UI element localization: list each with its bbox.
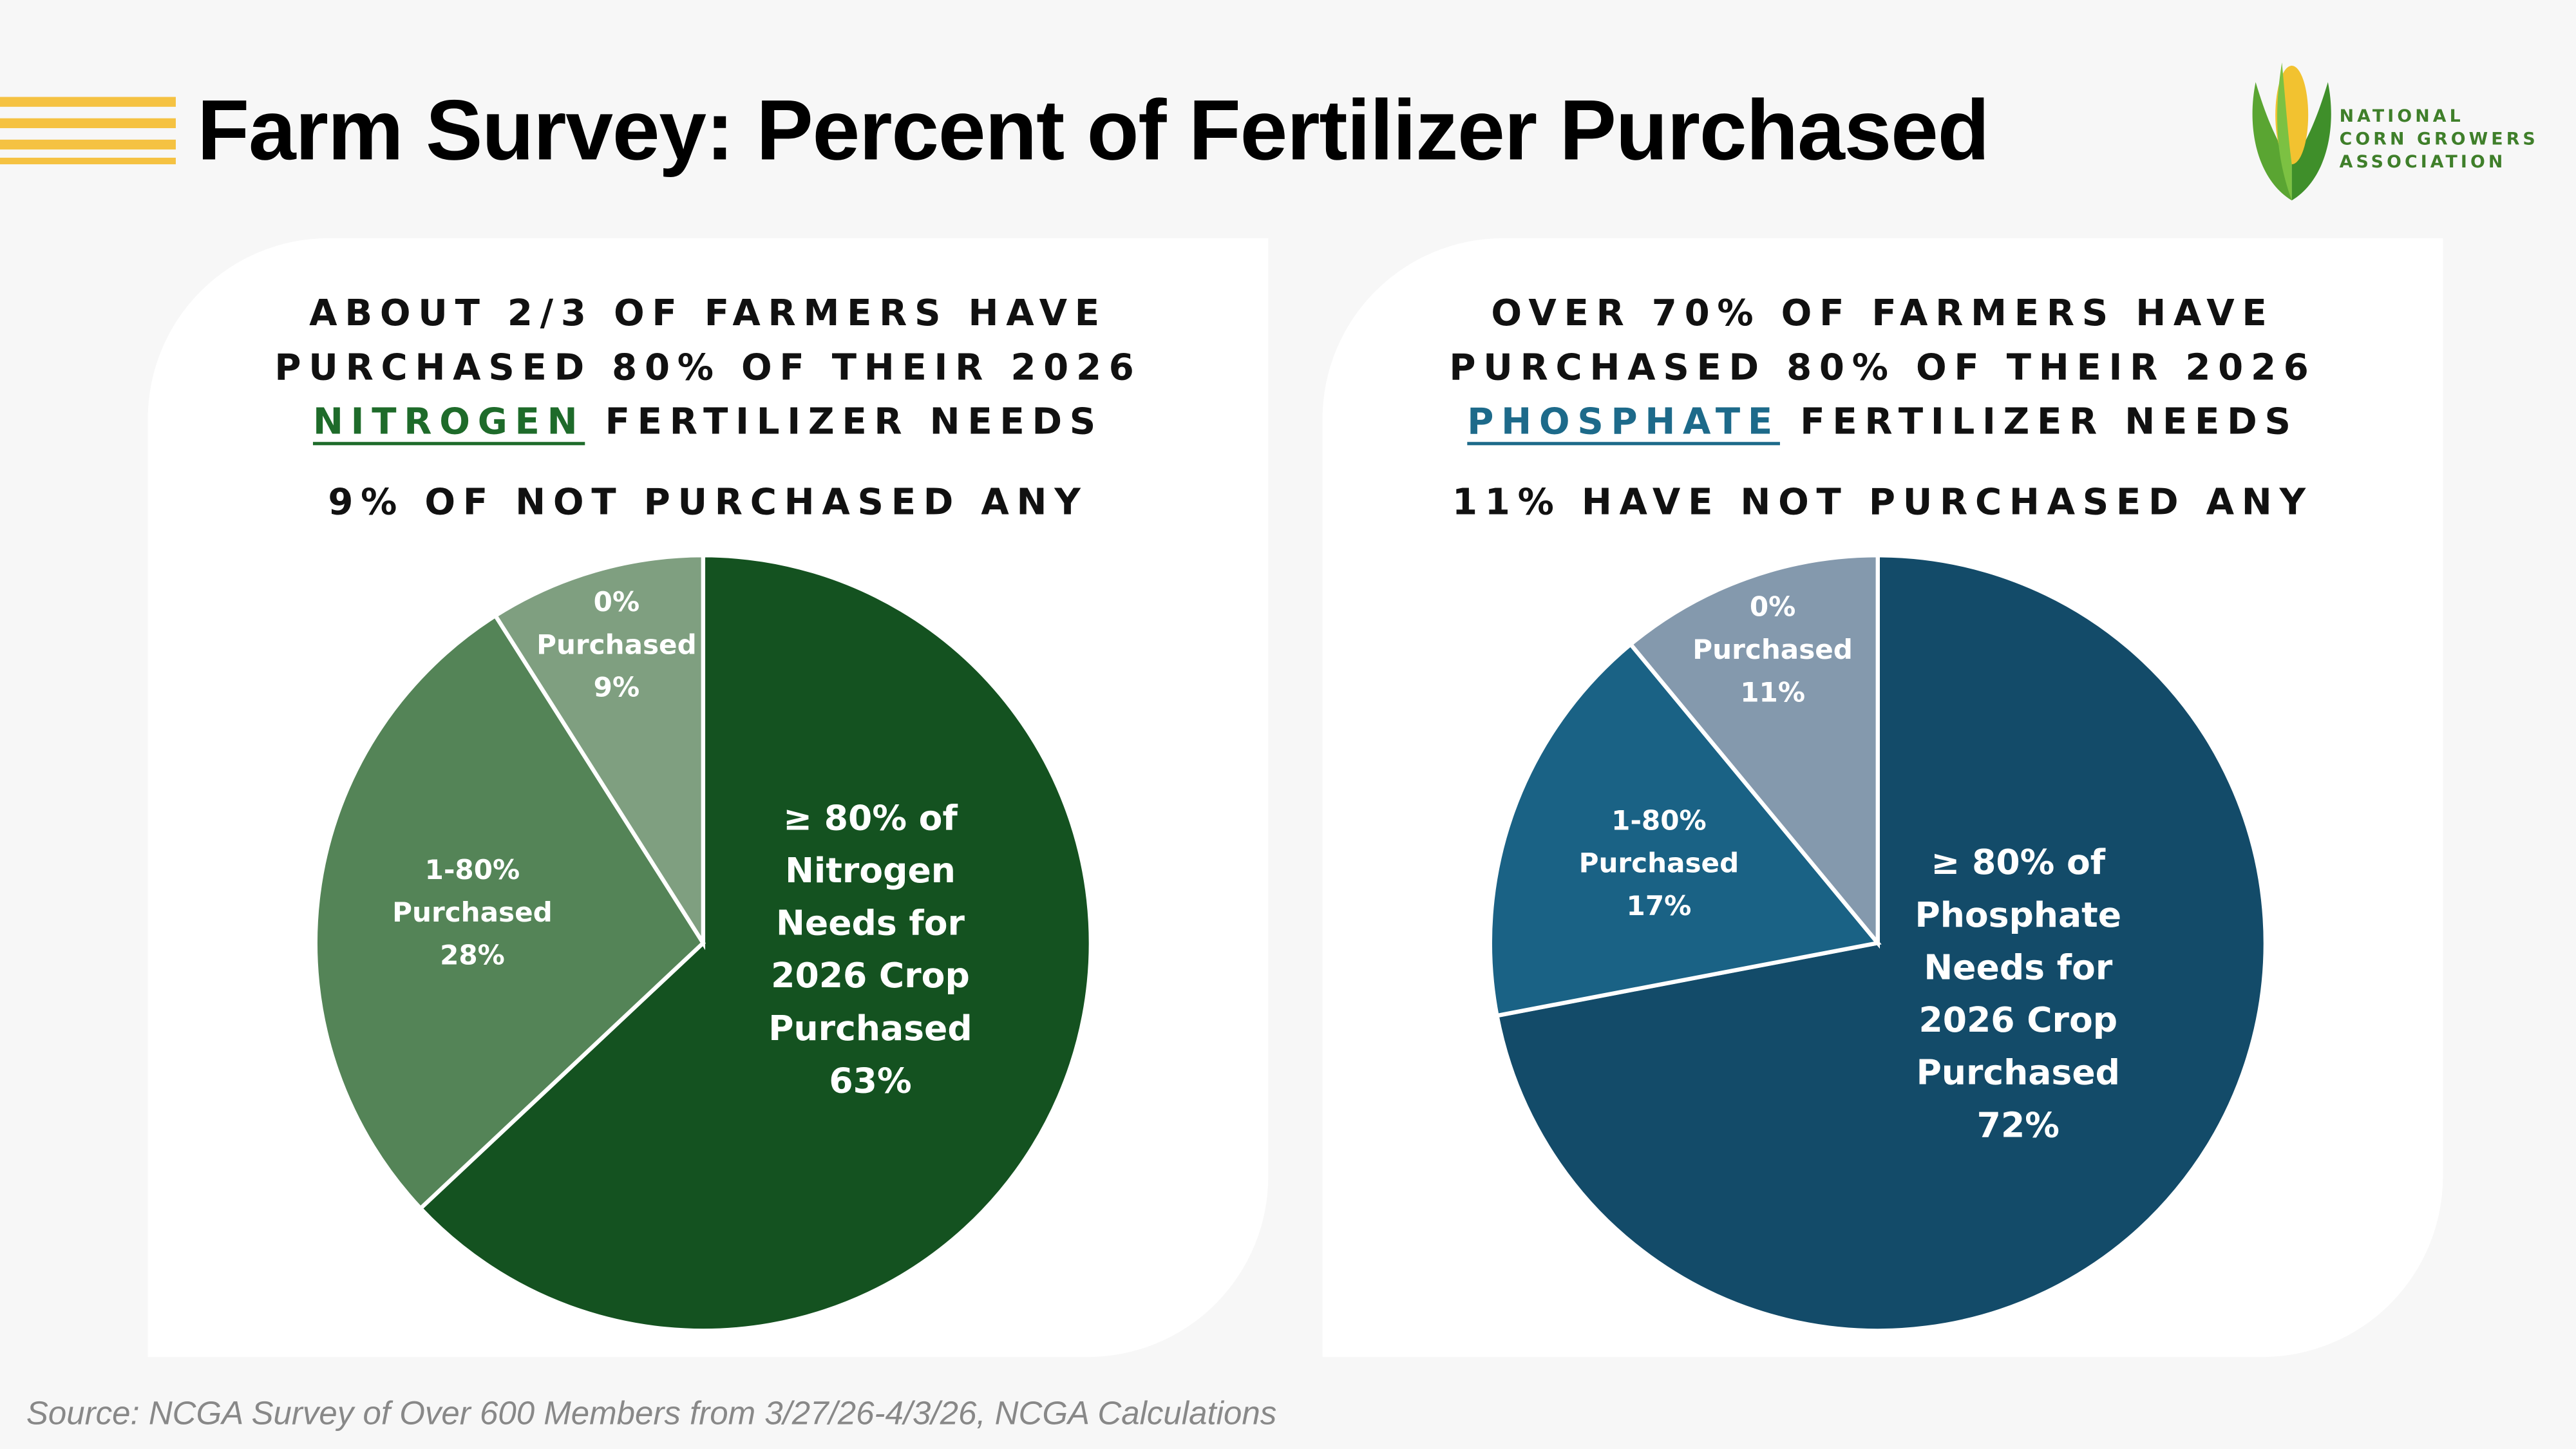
slice-label: 0% Purchased 9% xyxy=(531,581,703,709)
logo-line: CORN GROWERS xyxy=(2339,129,2539,150)
title-end: FERTILIZER NEEDS xyxy=(605,402,1103,444)
source-note: Source: NCGA Survey of Over 600 Members … xyxy=(26,1396,1277,1433)
chart-subtitle: 11% HAVE NOT PURCHASED ANY xyxy=(1452,483,2313,524)
pie-slice xyxy=(313,612,706,1211)
title-end: FERTILIZER NEEDS xyxy=(1800,402,2298,444)
logo-icon xyxy=(2252,62,2331,201)
slice-category: ≥ 80% of Nitrogen Needs for 2026 Crop Pu… xyxy=(768,798,972,1048)
slice-label: 0% Purchased 11% xyxy=(1687,587,1859,715)
slice-category: 0% Purchased xyxy=(536,585,697,660)
slice-category: ≥ 80% of Phosphate Needs for 2026 Crop P… xyxy=(1915,842,2122,1092)
chart-title: OVER 70% OF FARMERS HAVE PURCHASED 80% OF… xyxy=(1323,287,2443,450)
chart-title: ABOUT 2/3 OF FARMERS HAVE PURCHASED 80% O… xyxy=(148,287,1269,450)
chart-subtitle: 9% OF NOT PURCHASED ANY xyxy=(328,483,1088,524)
title-highlight: NITROGEN xyxy=(312,402,585,444)
slice-value: 9% xyxy=(593,671,640,703)
slice-category: 1-80% Purchased xyxy=(1578,805,1739,879)
pie-chart xyxy=(1488,553,2268,1333)
slice-label: ≥ 80% of Nitrogen Needs for 2026 Crop Pu… xyxy=(759,792,981,1108)
logo-text: NATIONAL CORN GROWERS ASSOCIATION xyxy=(2340,105,2539,174)
pie-slice xyxy=(492,553,706,951)
pie-slice xyxy=(1627,553,1880,949)
chart-title-line: OVER 70% OF FARMERS HAVE xyxy=(1491,294,2275,336)
chart-title-line: PHOSPHATE FERTILIZER NEEDS xyxy=(1323,396,2443,450)
chart-title-line: ABOUT 2/3 OF FARMERS HAVE xyxy=(309,294,1107,336)
slice-label: ≥ 80% of Phosphate Needs for 2026 Crop P… xyxy=(1908,836,2129,1151)
page-title: Farm Survey: Percent of Fertilizer Purch… xyxy=(197,84,1989,180)
slice-label: 1-80% Purchased 28% xyxy=(386,850,559,978)
pie-slice xyxy=(417,553,1094,1333)
title-stripes xyxy=(0,97,176,165)
slice-value: 28% xyxy=(440,940,505,972)
logo-line: NATIONAL xyxy=(2339,106,2464,127)
chart-title-line: NITROGEN FERTILIZER NEEDS xyxy=(148,396,1269,450)
pie-chart xyxy=(313,553,1094,1333)
pie-slice xyxy=(1494,553,2268,1333)
logo-line: ASSOCIATION xyxy=(2339,153,2506,173)
slice-label: 1-80% Purchased 17% xyxy=(1573,800,1745,928)
slice-category: 0% Purchased xyxy=(1692,592,1853,667)
pie-slice xyxy=(1488,641,1882,1018)
slice-value: 11% xyxy=(1740,677,1806,709)
slice-value: 17% xyxy=(1626,890,1692,922)
slice-value: 72% xyxy=(1976,1105,2060,1145)
chart-title-line: PURCHASED 80% OF THEIR 2026 xyxy=(1449,348,2316,390)
slice-category: 1-80% Purchased xyxy=(392,855,553,929)
title-highlight: PHOSPHATE xyxy=(1467,402,1780,444)
chart-title-line: PURCHASED 80% OF THEIR 2026 xyxy=(274,348,1142,390)
slice-value: 63% xyxy=(829,1061,912,1101)
